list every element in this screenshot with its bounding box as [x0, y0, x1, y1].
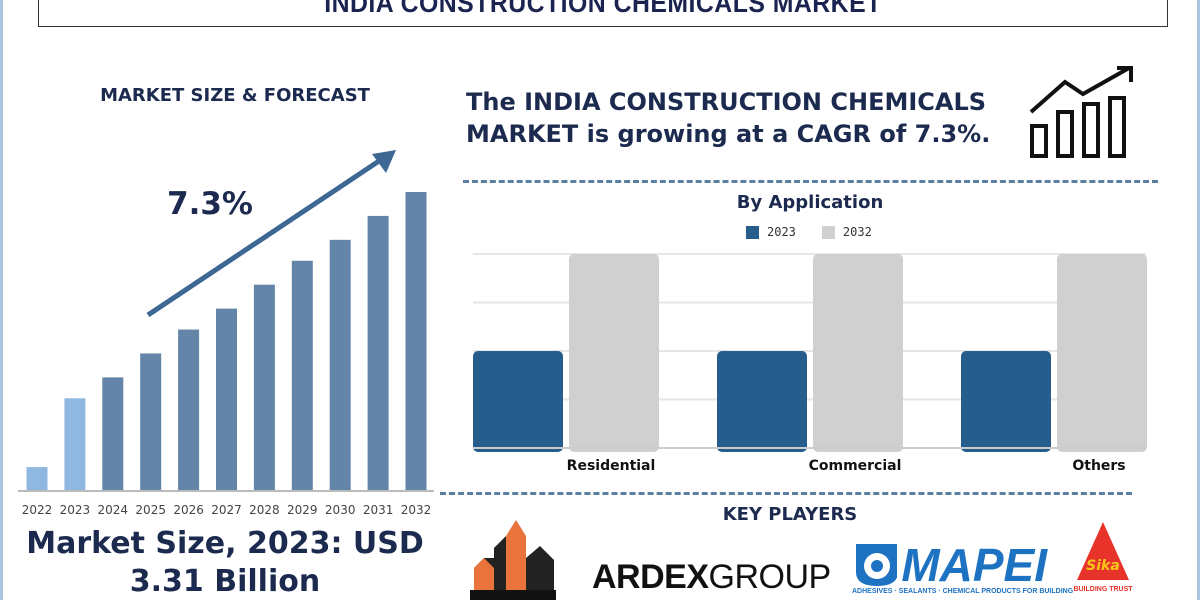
bar-others-2032: [1057, 254, 1147, 452]
market-size-line1: Market Size, 2023: USD: [26, 526, 424, 561]
mapei-text: MAPEI: [901, 539, 1047, 591]
tick-label-2028: 2028: [249, 503, 280, 517]
legend-label-2032: 2032: [842, 225, 872, 239]
tick-label-2024: 2024: [98, 503, 129, 517]
mapei-emblem-icon: [856, 544, 898, 586]
pcp-logo: [470, 520, 556, 600]
svg-text:Sika: Sika: [1086, 558, 1120, 574]
tick-label-2026: 2026: [173, 503, 204, 517]
mapei-tagline: ADHESIVES · SEALANTS · CHEMICAL PRODUCTS…: [852, 588, 1074, 595]
legend-label-2023: 2023: [767, 225, 796, 239]
mapei-logo: MAPEI ADHESIVES · SEALANTS · CHEMICAL PR…: [852, 539, 1074, 595]
growth-arrow: [146, 154, 387, 318]
page-title: INDIA CONSTRUCTION CHEMICALS MARKET: [324, 0, 882, 18]
legend-swatch-2023: [746, 225, 759, 239]
sika-triangle-icon: Sika: [1077, 522, 1129, 580]
bar-residential-2032: [569, 254, 659, 452]
category-label-commercial: Commercial: [809, 458, 902, 474]
bar-commercial-2032: [813, 254, 903, 452]
bar-residential-2023: [473, 351, 563, 452]
growth-bar-chart-arrow-icon: [1029, 66, 1133, 158]
legend-swatch-2032: [821, 225, 835, 239]
ardex-logo: ARDEXGROUP: [592, 558, 831, 597]
category-label-others: Others: [1072, 458, 1125, 474]
market-size-heading: MARKET SIZE & FORECAST: [100, 85, 370, 106]
bar-2026: [178, 329, 200, 491]
bar-2031: [367, 215, 389, 492]
headline-line1: The INDIA CONSTRUCTION CHEMICALS: [466, 88, 987, 116]
title-box: INDIA CONSTRUCTION CHEMICALS MARKET: [38, 0, 1168, 27]
headline-line2: MARKET is growing at a CAGR of 7.3%.: [466, 120, 991, 148]
bar-2032: [405, 192, 427, 491]
arrow-head-icon: [372, 150, 396, 173]
tick-label-2023: 2023: [60, 503, 91, 517]
ardex-light: GROUP: [708, 558, 832, 596]
ardex-bold: ARDEX: [592, 558, 709, 596]
bar-2027: [216, 308, 237, 491]
bar-commercial-2023: [717, 351, 807, 452]
bar-2029: [291, 260, 313, 491]
key-players-heading: KEY PLAYERS: [722, 504, 858, 525]
bar-2030: [329, 239, 351, 491]
market-forecast-chart: 2022 2023 2024 2025 2026 2027 2028 2029 2030 2031…: [18, 150, 434, 517]
tick-label-2025: 2025: [135, 503, 166, 517]
sika-logo: Sika BUILDING TRUST: [1068, 520, 1138, 593]
bar-others-2023: [961, 351, 1051, 452]
tick-label-2032: 2032: [401, 503, 432, 517]
sika-tagline: BUILDING TRUST: [1073, 586, 1133, 593]
bar-2028: [253, 284, 275, 491]
tick-label-2031: 2031: [363, 503, 394, 517]
tick-label-2030: 2030: [325, 503, 356, 517]
divider-top: [463, 180, 1158, 183]
tick-label-2022: 2022: [22, 503, 53, 517]
bar-2025: [140, 353, 162, 491]
frame-left: [0, 0, 3, 600]
tick-label-2029: 2029: [287, 503, 318, 517]
frame-right: [1197, 0, 1200, 600]
bar-2023: [64, 398, 86, 491]
category-label-residential: Residential: [567, 458, 656, 474]
market-size-line2: 3.31 Billion: [129, 564, 321, 599]
tick-label-2027: 2027: [211, 503, 242, 517]
cagr-label: 7.3%: [167, 186, 253, 222]
application-chart-title: By Application: [736, 192, 884, 213]
bar-2022: [26, 467, 48, 491]
application-chart: Residential Commercial Others: [473, 253, 1147, 474]
divider-bottom: [440, 492, 1132, 495]
bar-2024: [102, 377, 124, 491]
legend: 2023 2032: [746, 225, 872, 239]
